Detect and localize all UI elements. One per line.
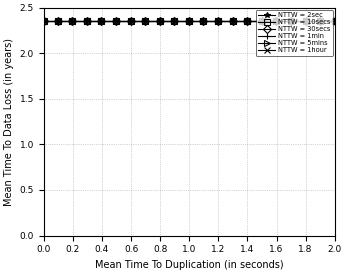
NTTW = 1hour: [311, 20, 316, 23]
NTTW = 1min: [287, 20, 291, 23]
NTTW = 10secs: [287, 20, 291, 23]
NTTW = 1hour: [42, 20, 46, 23]
NTTW = 30secs: [287, 20, 291, 23]
NTTW = 5mins: [158, 20, 163, 23]
NTTW = 1min: [42, 20, 46, 23]
Line: NTTW = 1min: NTTW = 1min: [41, 19, 337, 24]
Line: NTTW = 2sec: NTTW = 2sec: [41, 19, 337, 24]
NTTW = 5mins: [42, 20, 46, 23]
NTTW = 30secs: [311, 20, 316, 23]
Y-axis label: Mean Time To Data Loss (in years): Mean Time To Data Loss (in years): [4, 38, 14, 206]
NTTW = 30secs: [333, 20, 337, 23]
NTTW = 30secs: [168, 20, 172, 23]
NTTW = 2sec: [287, 20, 291, 23]
NTTW = 5mins: [271, 20, 275, 23]
NTTW = 2sec: [168, 20, 172, 23]
NTTW = 2sec: [158, 20, 163, 23]
NTTW = 1min: [271, 20, 275, 23]
NTTW = 2sec: [240, 20, 244, 23]
NTTW = 1hour: [158, 20, 163, 23]
Legend: NTTW = 2sec, NTTW = 10secs, NTTW = 30secs, NTTW = 1min, NTTW = 5mins, NTTW = 1ho: NTTW = 2sec, NTTW = 10secs, NTTW = 30sec…: [256, 10, 333, 56]
NTTW = 1hour: [168, 20, 172, 23]
X-axis label: Mean Time To Duplication (in seconds): Mean Time To Duplication (in seconds): [95, 260, 284, 270]
NTTW = 5mins: [240, 20, 244, 23]
NTTW = 1min: [333, 20, 337, 23]
NTTW = 10secs: [42, 20, 46, 23]
NTTW = 1min: [311, 20, 316, 23]
NTTW = 10secs: [333, 20, 337, 23]
NTTW = 10secs: [311, 20, 316, 23]
NTTW = 30secs: [240, 20, 244, 23]
NTTW = 1hour: [240, 20, 244, 23]
NTTW = 5mins: [311, 20, 316, 23]
NTTW = 2sec: [42, 20, 46, 23]
NTTW = 5mins: [333, 20, 337, 23]
NTTW = 30secs: [271, 20, 275, 23]
NTTW = 1min: [240, 20, 244, 23]
Line: NTTW = 30secs: NTTW = 30secs: [41, 19, 337, 24]
NTTW = 2sec: [271, 20, 275, 23]
NTTW = 10secs: [168, 20, 172, 23]
NTTW = 1hour: [333, 20, 337, 23]
NTTW = 30secs: [158, 20, 163, 23]
Line: NTTW = 5mins: NTTW = 5mins: [41, 19, 337, 24]
NTTW = 2sec: [333, 20, 337, 23]
Line: NTTW = 1hour: NTTW = 1hour: [41, 19, 337, 24]
Line: NTTW = 10secs: NTTW = 10secs: [41, 19, 337, 24]
NTTW = 1hour: [271, 20, 275, 23]
NTTW = 30secs: [42, 20, 46, 23]
NTTW = 10secs: [158, 20, 163, 23]
NTTW = 10secs: [240, 20, 244, 23]
NTTW = 5mins: [168, 20, 172, 23]
NTTW = 1hour: [287, 20, 291, 23]
NTTW = 5mins: [287, 20, 291, 23]
NTTW = 1min: [168, 20, 172, 23]
NTTW = 10secs: [271, 20, 275, 23]
NTTW = 2sec: [311, 20, 316, 23]
NTTW = 1min: [158, 20, 163, 23]
